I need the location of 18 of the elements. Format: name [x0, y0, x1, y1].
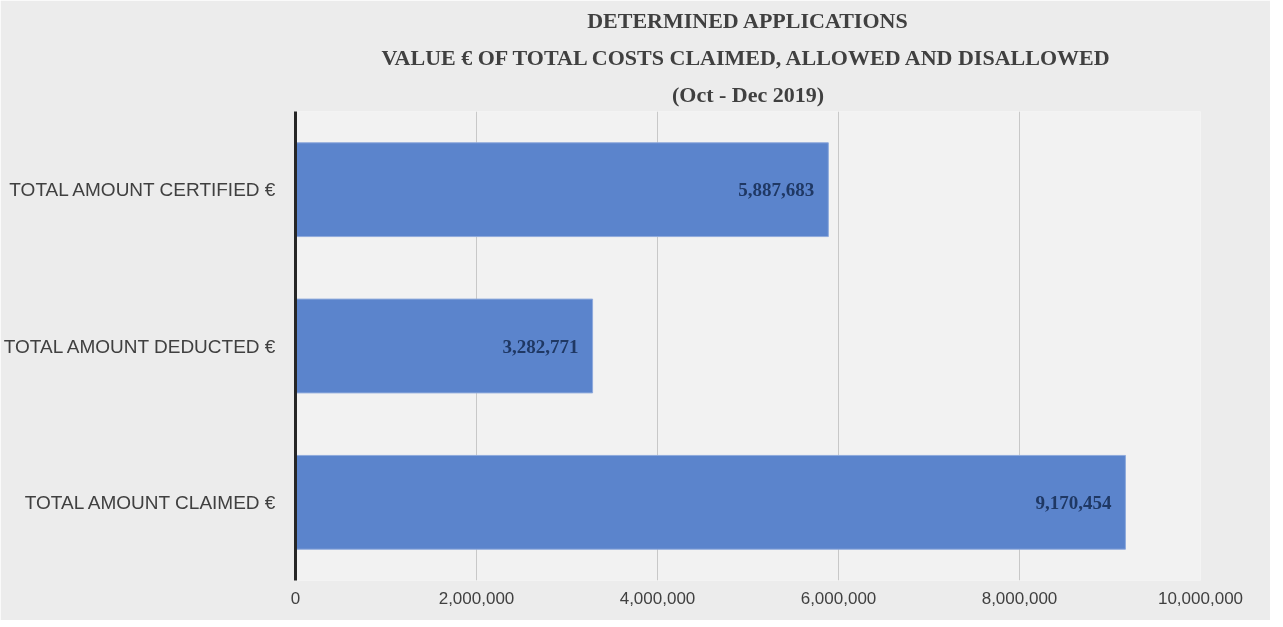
- data-label: 3,282,771: [502, 335, 579, 357]
- bar: [295, 142, 829, 238]
- data-label: 5,887,683: [738, 179, 815, 201]
- bar: [295, 298, 594, 394]
- data-label: 9,170,454: [1035, 491, 1112, 513]
- bar: [295, 454, 1126, 550]
- x-tick-label: 6,000,000: [800, 588, 877, 608]
- y-tick-label: TOTAL AMOUNT CLAIMED €: [24, 491, 276, 513]
- chart-subtitle: VALUE € OF TOTAL COSTS CLAIMED, ALLOWED AND DISALLOWED: [381, 44, 1110, 70]
- x-tick-label: 10,000,000: [1157, 588, 1244, 608]
- y-tick-label: TOTAL AMOUNT DEDUCTED €: [3, 335, 276, 357]
- x-tick-label: 4,000,000: [619, 588, 696, 608]
- x-tick-label: 0: [290, 588, 301, 608]
- y-tick-label: TOTAL AMOUNT CERTIFIED €: [9, 179, 276, 201]
- x-tick-label: 2,000,000: [438, 588, 515, 608]
- x-tick-label: 8,000,000: [981, 588, 1058, 608]
- text: (Oct - Dec 2019): [671, 81, 825, 107]
- chart-title: DETERMINED APPLICATIONS: [587, 7, 908, 33]
